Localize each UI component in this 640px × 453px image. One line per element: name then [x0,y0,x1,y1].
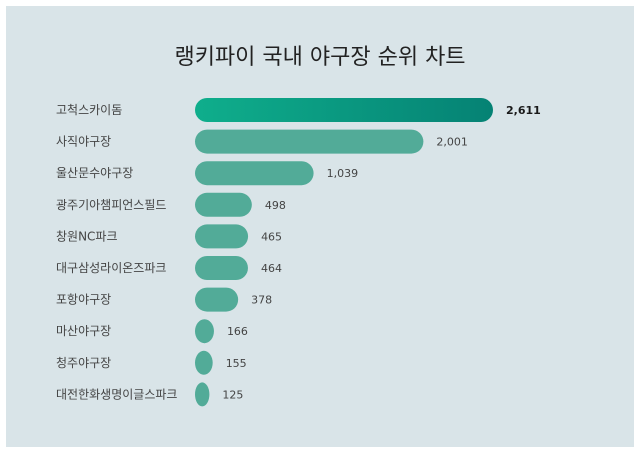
value-label: 2,001 [436,136,468,149]
value-label: 498 [265,199,286,212]
category-label: 사직야구장 [56,135,111,149]
category-label: 마산야구장 [56,324,111,338]
value-label: 464 [261,262,282,275]
value-label: 155 [226,357,247,370]
value-label: 125 [222,388,243,401]
value-label: 166 [227,325,248,338]
category-label: 대구삼성라이온즈파크 [56,261,166,275]
bar [195,287,239,312]
category-label: 고척스카이돔 [56,103,122,117]
bars-group: 고척스카이돔 2,611 사직야구장 2,001 울산문수야구장 1,039 광주기아챔피언… [56,98,541,407]
bar [195,161,314,186]
bar [195,350,213,375]
bar [195,129,424,154]
value-label: 465 [261,230,282,243]
bar [195,382,210,407]
chart-card: 랭키파이 국내 야구장 순위 차트 고척스카이돔 2,611 사직야구장 2,001 울… [6,6,634,447]
value-label: 1,039 [327,167,359,180]
category-label: 포항야구장 [56,293,111,307]
bar [195,256,248,280]
chart-title: 랭키파이 국내 야구장 순위 차트 [174,45,465,70]
bar [195,192,252,217]
bar [195,98,493,122]
bar-chart: 랭키파이 국내 야구장 순위 차트 고척스카이돔 2,611 사직야구장 2,001 울… [56,45,541,407]
bar [195,319,214,344]
category-label: 대전한화생명이글스파크 [56,387,177,401]
category-label: 창원NC파크 [56,229,118,243]
category-label: 청주야구장 [56,356,111,370]
category-label: 울산문수야구장 [56,166,133,180]
bar [195,224,249,249]
value-label: 378 [251,294,272,307]
category-label: 광주기아챔피언스필드 [56,197,166,212]
value-label: 2,611 [506,104,541,117]
